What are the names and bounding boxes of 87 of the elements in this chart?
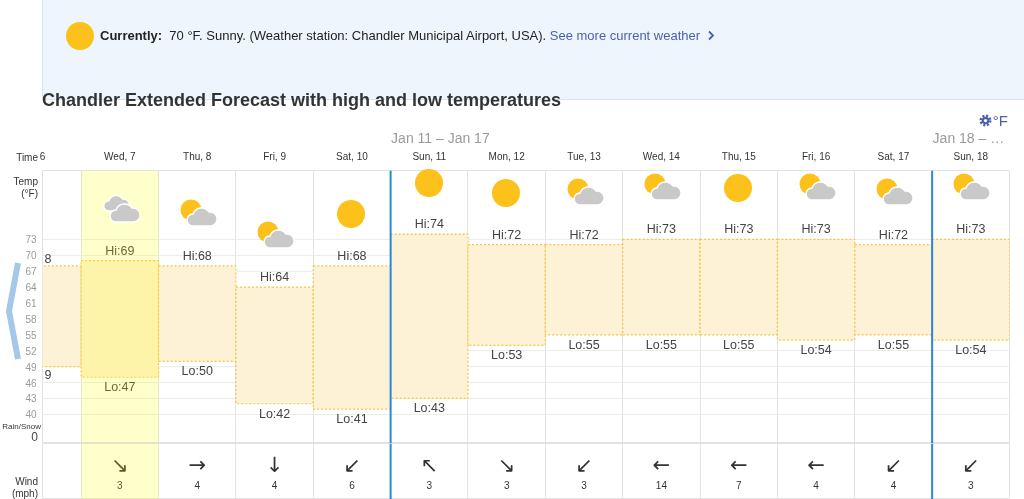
x-tick-label: Sat, 17 bbox=[877, 150, 910, 162]
chart-title: Chandler Extended Forecast with high and low temperatures bbox=[42, 89, 562, 111]
annotation: Lo:55 bbox=[723, 337, 755, 352]
text: Currently: bbox=[100, 28, 163, 43]
data-label: 4 bbox=[813, 479, 820, 491]
y-axis-title: Temp (°F) bbox=[12, 176, 38, 200]
y-tick-label: 73 bbox=[25, 234, 37, 246]
y-tick-label: 49 bbox=[25, 361, 37, 373]
y-tick-label: 46 bbox=[25, 377, 37, 389]
text: °F bbox=[991, 112, 1008, 129]
annotation: Lo:41 bbox=[336, 412, 368, 427]
x-tick-label: Sun, 18 bbox=[953, 150, 989, 162]
data-label: 3 bbox=[968, 479, 975, 491]
text: ↙ bbox=[343, 452, 361, 477]
annotation: 9 bbox=[44, 367, 52, 382]
y-tick-label: 70 bbox=[25, 250, 37, 262]
annotation: Lo:55 bbox=[645, 337, 678, 352]
data-label: 3 bbox=[503, 479, 510, 491]
text: 0 bbox=[30, 430, 38, 444]
x-tick-label: Mon, 12 bbox=[488, 150, 526, 162]
y-tick-label: 61 bbox=[25, 298, 37, 310]
x-tick-label: Fri, 9 bbox=[263, 150, 287, 162]
ref-line-label: Jan 11 – Jan 17 bbox=[391, 130, 490, 146]
annotation: Hi:72 bbox=[878, 227, 909, 242]
annotation: Hi:73 bbox=[956, 222, 986, 237]
annotation: Hi:74 bbox=[414, 217, 444, 232]
annotation: Lo:55 bbox=[568, 337, 600, 352]
annotation: Hi:73 bbox=[646, 222, 677, 237]
annotation: Hi:72 bbox=[569, 227, 599, 242]
ref-line-label: Jan 18 – … bbox=[932, 130, 1005, 146]
x-tick-label: Sun, 11 bbox=[412, 150, 447, 162]
data-label: 3 bbox=[426, 479, 433, 491]
text: ← bbox=[729, 452, 748, 477]
annotation: Hi:69 bbox=[105, 243, 135, 258]
text: 70 °F. Sunny. (Weather station: Chandler Municipal Airport, USA). bbox=[169, 28, 547, 43]
x-tick-label: Sat, 10 bbox=[336, 150, 369, 162]
text: ↖ bbox=[420, 452, 439, 477]
y-tick-label: 40 bbox=[25, 409, 37, 421]
annotation: Hi:68 bbox=[182, 248, 212, 263]
annotation: Lo:55 bbox=[877, 337, 910, 352]
annotation: Lo:47 bbox=[104, 380, 136, 395]
text: See more current weather bbox=[549, 28, 701, 43]
annotation: Lo:50 bbox=[181, 364, 213, 379]
x-tick-label: Thu, 15 bbox=[721, 150, 757, 162]
data-label: 4 bbox=[890, 479, 897, 491]
text: ↘ bbox=[497, 452, 516, 477]
data-label: 4 bbox=[194, 479, 201, 491]
text: ← bbox=[652, 452, 671, 477]
annotation: Hi:72 bbox=[492, 227, 522, 242]
data-label: 4 bbox=[271, 479, 278, 491]
annotation: Lo:54 bbox=[800, 343, 832, 358]
x-axis-title: Time bbox=[15, 152, 38, 164]
text: Wind (mph) bbox=[10, 476, 38, 499]
data-label: 3 bbox=[117, 479, 124, 491]
annotation: Lo:43 bbox=[413, 401, 445, 416]
text: ↙ bbox=[884, 452, 903, 477]
y-tick-label: 55 bbox=[25, 329, 37, 341]
annotation: Lo:54 bbox=[955, 343, 987, 358]
data-label: 6 bbox=[349, 479, 356, 491]
y-tick-label: 52 bbox=[25, 345, 37, 357]
y-tick-label: 67 bbox=[25, 266, 37, 278]
y-tick-label: 58 bbox=[25, 313, 37, 325]
text: ↙ bbox=[575, 452, 593, 477]
text: → bbox=[188, 452, 207, 477]
text: Rain/Snow bbox=[1, 422, 41, 432]
x-tick-label: Thu, 8 bbox=[183, 150, 212, 162]
annotation: Hi:73 bbox=[724, 222, 754, 237]
x-tick-label: Wed, 7 bbox=[104, 150, 137, 162]
annotation: Lo:42 bbox=[258, 406, 291, 421]
x-tick-label: Tue, 13 bbox=[567, 150, 602, 162]
text: ↙ bbox=[962, 452, 980, 477]
y-tick-label: 64 bbox=[25, 282, 37, 294]
text: ← bbox=[807, 452, 825, 477]
annotation: Hi:64 bbox=[259, 270, 290, 285]
x-tick-label: 6 bbox=[39, 150, 46, 162]
x-tick-label: Fri, 16 bbox=[801, 150, 831, 162]
annotation: Hi:68 bbox=[337, 248, 367, 263]
annotation: Hi:73 bbox=[801, 222, 831, 237]
y-tick-label: 43 bbox=[25, 393, 37, 405]
text: ↘ bbox=[111, 452, 129, 477]
annotation: Lo:53 bbox=[491, 348, 523, 363]
annotation: 8 bbox=[44, 251, 52, 266]
text: ↓ bbox=[265, 452, 284, 477]
data-label: 3 bbox=[581, 479, 588, 491]
x-tick-label: Wed, 14 bbox=[642, 150, 681, 162]
data-label: 14 bbox=[655, 479, 668, 491]
data-label: 7 bbox=[735, 479, 742, 491]
